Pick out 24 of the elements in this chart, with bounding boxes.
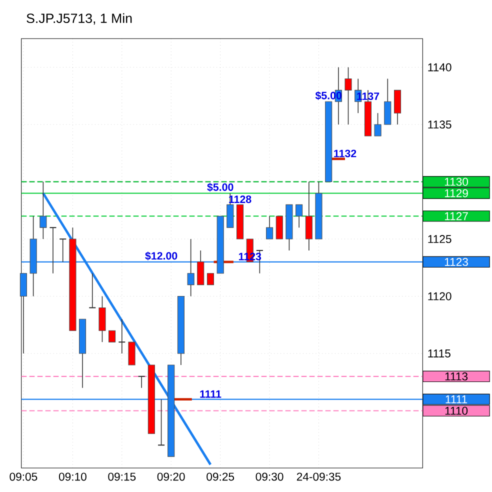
annotation: 1111 — [200, 390, 222, 398]
ref-line-label: 1111 — [446, 395, 468, 404]
y-tick-label: 1115 — [428, 350, 450, 358]
y-tick-label: 1140 — [428, 63, 452, 72]
x-tick-label: 09:15 — [108, 472, 136, 481]
chart-title: S.JP.J5713, 1 Min — [26, 13, 132, 25]
annotation: 1132 — [334, 150, 356, 158]
ref-line-label: 1129 — [444, 189, 468, 198]
annotation: $12.00 — [145, 252, 178, 260]
x-tick-label: 09:20 — [157, 472, 185, 481]
x-tick-label: 09:25 — [206, 472, 234, 481]
x-tick-label: 24-09:35 — [296, 472, 341, 481]
y-tick-label: 1125 — [428, 235, 452, 244]
annotation: $5.00 — [207, 182, 234, 192]
y-tick-label: 1135 — [428, 120, 452, 129]
x-tick-label: 09:05 — [10, 472, 38, 481]
ref-line-label: 1123 — [444, 258, 468, 266]
y-tick-label: 1120 — [428, 292, 452, 300]
ref-line-label: 1127 — [444, 212, 468, 220]
ref-line-label: 1110 — [445, 406, 468, 415]
ref-line-label: 1113 — [445, 372, 468, 380]
x-tick-label: 09:10 — [58, 472, 86, 481]
ref-line-label: 1130 — [444, 178, 468, 186]
x-tick-label: 09:30 — [256, 472, 284, 481]
